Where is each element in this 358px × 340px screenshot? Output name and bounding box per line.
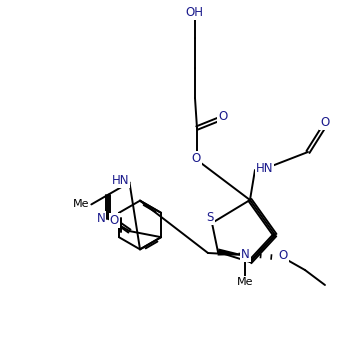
Text: N: N (241, 248, 250, 261)
Text: OH: OH (185, 6, 203, 19)
Text: S: S (207, 211, 214, 224)
Text: Me: Me (237, 277, 253, 287)
Text: O: O (110, 214, 119, 227)
Polygon shape (218, 249, 245, 256)
Text: HN: HN (256, 162, 273, 175)
Text: N: N (97, 212, 106, 225)
Text: O: O (320, 116, 330, 129)
Text: O: O (192, 152, 201, 165)
Text: O: O (218, 110, 227, 123)
Text: Me: Me (73, 200, 90, 209)
Text: HN: HN (112, 174, 130, 187)
Text: O: O (279, 249, 288, 262)
